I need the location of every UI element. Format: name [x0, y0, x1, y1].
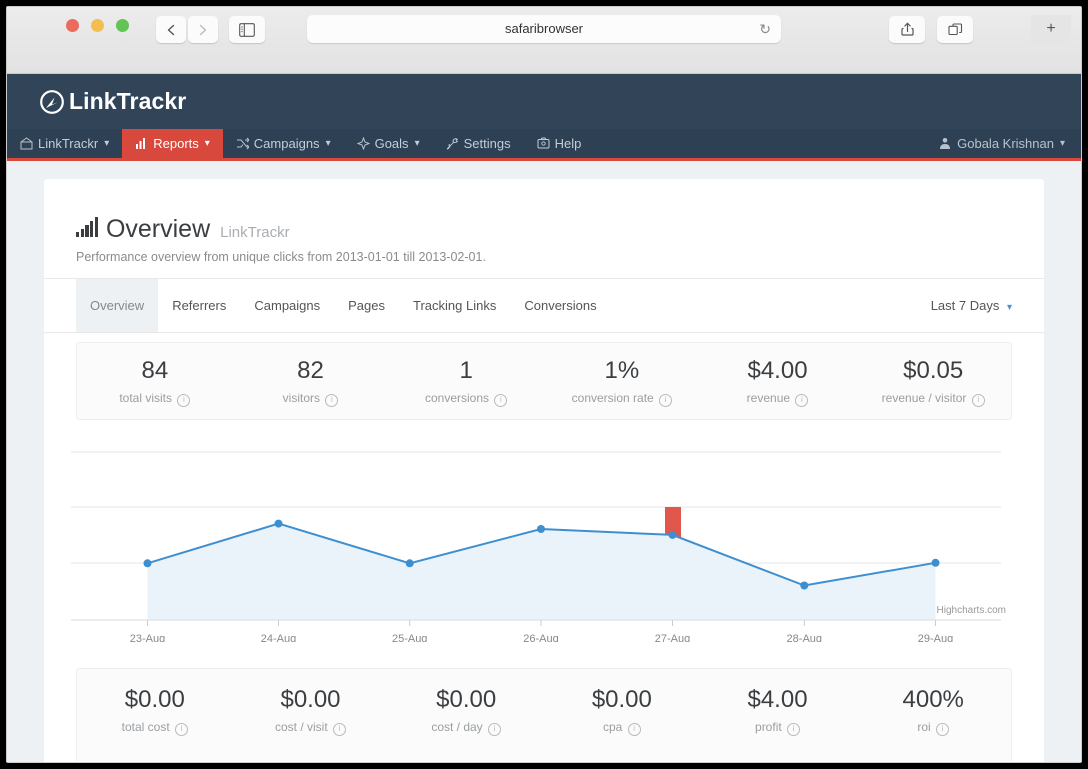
svg-text:26-Aug: 26-Aug	[523, 633, 558, 642]
svg-text:25-Aug: 25-Aug	[392, 633, 427, 642]
svg-text:23-Aug: 23-Aug	[130, 633, 165, 642]
svg-text:27-Aug: 27-Aug	[655, 633, 690, 642]
svg-text:24-Aug: 24-Aug	[261, 633, 296, 642]
svg-text:29-Aug: 29-Aug	[918, 633, 953, 642]
svg-text:28-Aug: 28-Aug	[787, 633, 822, 642]
